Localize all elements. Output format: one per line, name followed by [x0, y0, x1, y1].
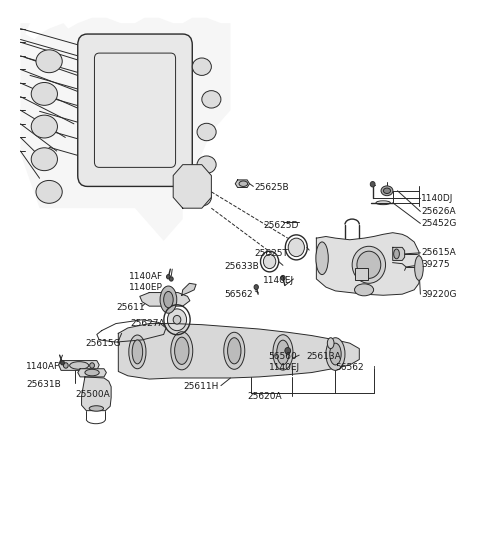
Ellipse shape	[264, 254, 276, 269]
Text: 25625B: 25625B	[254, 183, 289, 192]
Ellipse shape	[254, 284, 258, 289]
FancyBboxPatch shape	[78, 34, 192, 187]
Ellipse shape	[197, 156, 216, 173]
Ellipse shape	[326, 337, 345, 370]
Ellipse shape	[60, 360, 64, 365]
Polygon shape	[173, 165, 211, 208]
Ellipse shape	[167, 275, 170, 279]
Text: 1140EP: 1140EP	[129, 283, 163, 292]
Text: 25500A: 25500A	[75, 390, 110, 399]
Ellipse shape	[89, 406, 104, 411]
Ellipse shape	[330, 343, 341, 365]
Ellipse shape	[394, 249, 399, 259]
Ellipse shape	[197, 123, 216, 141]
Ellipse shape	[370, 182, 375, 187]
Text: 56562: 56562	[225, 290, 253, 299]
Ellipse shape	[171, 331, 193, 370]
Ellipse shape	[36, 181, 62, 203]
Text: 25611: 25611	[116, 302, 144, 312]
Polygon shape	[82, 377, 111, 411]
Polygon shape	[118, 324, 360, 379]
Ellipse shape	[132, 340, 143, 364]
Text: 1140EJ: 1140EJ	[263, 276, 294, 284]
Ellipse shape	[160, 286, 177, 313]
Text: 1140AF: 1140AF	[129, 272, 163, 281]
Ellipse shape	[415, 256, 423, 280]
Text: 25615A: 25615A	[421, 248, 456, 257]
Text: 39220G: 39220G	[421, 290, 457, 299]
Text: 25625D: 25625D	[263, 221, 298, 230]
Ellipse shape	[239, 181, 248, 187]
Ellipse shape	[85, 369, 99, 376]
Text: 1140EJ: 1140EJ	[269, 363, 300, 371]
Text: 25626A: 25626A	[421, 207, 456, 216]
Ellipse shape	[288, 238, 304, 257]
Text: 25615G: 25615G	[85, 339, 120, 348]
Ellipse shape	[192, 58, 211, 75]
Polygon shape	[21, 18, 230, 241]
Text: 25631B: 25631B	[26, 380, 61, 389]
Ellipse shape	[175, 337, 189, 364]
Ellipse shape	[168, 309, 187, 330]
Ellipse shape	[352, 246, 385, 283]
Ellipse shape	[169, 277, 173, 281]
Text: 25633B: 25633B	[225, 263, 260, 271]
Ellipse shape	[355, 284, 373, 296]
Text: 25625T: 25625T	[254, 249, 288, 258]
Ellipse shape	[36, 50, 62, 73]
Text: 25613A: 25613A	[307, 352, 342, 360]
Polygon shape	[59, 360, 99, 370]
Polygon shape	[140, 293, 190, 306]
Text: 25627A: 25627A	[130, 319, 165, 328]
Ellipse shape	[384, 188, 391, 194]
Ellipse shape	[224, 332, 245, 369]
Ellipse shape	[316, 242, 328, 275]
Ellipse shape	[357, 251, 381, 278]
Text: 56562: 56562	[336, 363, 364, 371]
Text: 25611H: 25611H	[184, 382, 219, 391]
Ellipse shape	[31, 83, 58, 106]
Ellipse shape	[173, 316, 181, 324]
Polygon shape	[316, 232, 419, 295]
Ellipse shape	[327, 337, 334, 348]
Polygon shape	[78, 369, 107, 377]
Ellipse shape	[70, 362, 89, 369]
Ellipse shape	[31, 148, 58, 171]
Bar	[355, 268, 368, 280]
Text: 56560: 56560	[269, 352, 298, 360]
Polygon shape	[182, 283, 196, 295]
Polygon shape	[235, 180, 250, 188]
Text: 1140AF: 1140AF	[26, 362, 60, 370]
Polygon shape	[393, 247, 405, 260]
Ellipse shape	[277, 340, 289, 365]
Ellipse shape	[129, 335, 146, 369]
Ellipse shape	[273, 335, 293, 370]
Text: 25452G: 25452G	[421, 219, 456, 228]
Ellipse shape	[90, 363, 95, 368]
Text: 39275: 39275	[421, 260, 450, 269]
Ellipse shape	[202, 91, 221, 108]
Ellipse shape	[285, 347, 290, 354]
Text: 25620A: 25620A	[248, 392, 282, 401]
Ellipse shape	[31, 115, 58, 138]
Ellipse shape	[63, 363, 68, 368]
Ellipse shape	[228, 337, 241, 364]
Text: 1140DJ: 1140DJ	[421, 194, 454, 203]
Ellipse shape	[192, 189, 211, 206]
Ellipse shape	[381, 186, 393, 196]
Ellipse shape	[281, 275, 285, 280]
Ellipse shape	[164, 292, 173, 308]
